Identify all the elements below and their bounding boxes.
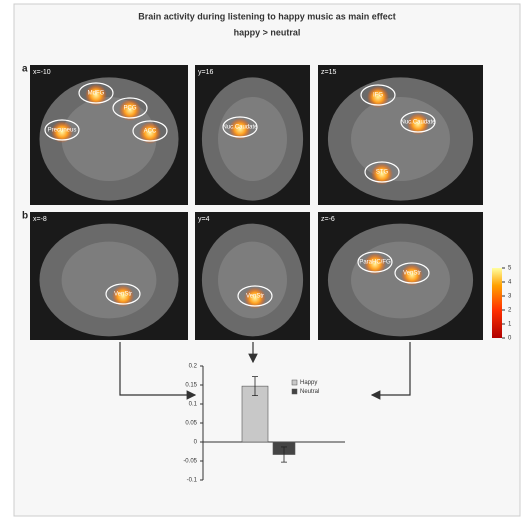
slice-coordinate: z=-6 <box>321 216 335 223</box>
y-tick-label: 0.15 <box>185 383 197 389</box>
brain-inner <box>218 97 287 181</box>
slice-coordinate: z=15 <box>321 69 336 76</box>
region-label: ParaHC/FG <box>359 260 391 266</box>
title: Brain activity during listening to happy… <box>138 11 396 21</box>
region-label: VenStr <box>114 292 132 298</box>
y-tick-label: 0.05 <box>185 421 197 427</box>
y-tick-label: -0.05 <box>183 459 197 465</box>
legend-label: Happy <box>300 380 317 386</box>
slice-coordinate: x=-8 <box>33 216 47 223</box>
colorbar <box>492 268 502 338</box>
region-label: PCG <box>123 106 136 112</box>
brain-inner <box>62 242 157 319</box>
legend-swatch <box>292 389 297 394</box>
region-label: Nuc.Caudate <box>222 125 258 131</box>
region-label: ACC <box>144 129 157 135</box>
region-label: Precuneus <box>48 128 77 134</box>
y-tick-label: -0.1 <box>187 478 198 484</box>
slice-coordinate: y=4 <box>198 216 210 223</box>
legend-swatch <box>292 380 297 385</box>
slice-coordinate: x=-10 <box>33 69 51 76</box>
region-label: VenStr <box>246 294 264 300</box>
subtitle: happy > neutral <box>234 27 301 37</box>
y-tick-label: 0.2 <box>189 364 198 370</box>
figure: Brain activity during listening to happy… <box>0 0 527 520</box>
region-label: STG <box>376 170 389 176</box>
panel-label: b <box>22 211 28 222</box>
region-label: Nuc.Caudate <box>400 120 436 126</box>
panel-label: a <box>22 64 28 75</box>
legend-label: Neutral <box>300 389 319 395</box>
region-label: IFG <box>373 93 383 99</box>
region-label: VenStr <box>403 271 421 277</box>
y-tick-label: 0.1 <box>189 402 198 408</box>
region-label: MdFG <box>88 91 105 97</box>
slice-coordinate: y=16 <box>198 69 213 76</box>
